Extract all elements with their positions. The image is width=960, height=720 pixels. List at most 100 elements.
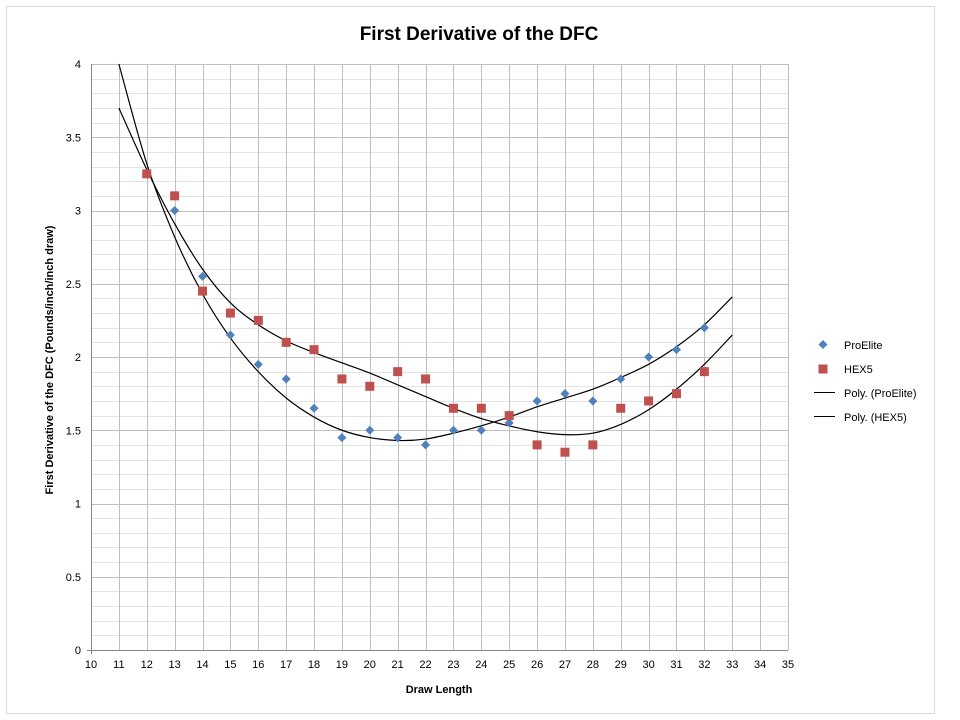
point-hex5: [337, 374, 347, 384]
legend: ProElite HEX5 Poly. (ProElite) Poly. (HE…: [814, 340, 917, 424]
legend-item-hex5: HEX5: [818, 364, 873, 376]
y-tick-label: 0.5: [66, 572, 81, 584]
y-tick-label: 4: [75, 59, 81, 71]
data-markers: [142, 169, 709, 457]
legend-marker-proelite: [818, 340, 828, 349]
x-tick-label: 15: [224, 659, 236, 671]
x-tick-label: 31: [670, 659, 682, 671]
point-hex5: [225, 308, 235, 318]
point-proelite: [225, 330, 235, 340]
x-axis-title: Draw Length: [406, 684, 473, 696]
point-proelite: [337, 433, 347, 443]
point-hex5: [365, 381, 375, 391]
x-tick-label: 23: [447, 659, 459, 671]
x-tick-label: 25: [503, 659, 515, 671]
y-tick-label: 2.5: [66, 279, 81, 291]
x-tick-label: 19: [336, 659, 348, 671]
legend-label-poly-proelite: Poly. (ProElite): [844, 388, 917, 400]
x-tick-label: 12: [141, 659, 153, 671]
point-hex5: [170, 191, 180, 201]
x-tick-label: 32: [698, 659, 710, 671]
trendlines: [118, 63, 733, 442]
point-hex5: [448, 403, 458, 413]
y-tick-label: 3.5: [66, 132, 81, 144]
x-tick-label: 24: [475, 659, 487, 671]
point-proelite: [476, 425, 486, 435]
point-proelite: [644, 352, 654, 362]
y-tick-label: 2: [75, 352, 81, 364]
x-tick-label: 28: [587, 659, 599, 671]
point-proelite: [198, 271, 208, 281]
legend-label-hex5: HEX5: [844, 364, 873, 376]
point-hex5: [644, 396, 654, 406]
x-tick-label: 29: [615, 659, 627, 671]
y-axis-tick-labels: 0 0.5 1 1.5 2 2.5 3 3.5 4: [66, 59, 81, 657]
x-tick-label: 22: [419, 659, 431, 671]
legend-marker-hex5: [818, 364, 828, 374]
x-tick-label: 18: [308, 659, 320, 671]
axes: [87, 64, 788, 654]
point-hex5: [421, 374, 431, 384]
chart-title: First Derivative of the DFC: [360, 24, 599, 45]
point-proelite: [309, 403, 319, 413]
x-tick-label: 13: [169, 659, 181, 671]
legend-label-poly-hex5: Poly. (HEX5): [844, 412, 907, 424]
point-proelite: [560, 389, 570, 399]
x-tick-label: 16: [252, 659, 264, 671]
y-tick-label: 1: [75, 499, 81, 511]
x-tick-label: 11: [113, 659, 124, 671]
point-hex5: [142, 169, 152, 179]
point-hex5: [532, 440, 542, 450]
point-proelite: [421, 440, 431, 450]
point-proelite: [699, 323, 709, 333]
x-tick-label: 35: [782, 659, 794, 671]
chart-svg: 10 11 12 13 14 15 16 17 18 19 20 21 22 23 24 25 26 27 28 29…: [44, 24, 917, 696]
x-axis-tick-labels: 10 11 12 13 14 15 16 17 18 19 20 21 22 23 24 25 26 27 28 29…: [85, 659, 794, 671]
point-proelite: [671, 345, 681, 355]
point-hex5: [309, 345, 319, 355]
minor-gridlines: [91, 79, 788, 636]
point-proelite: [448, 425, 458, 435]
point-hex5: [504, 411, 514, 421]
point-hex5: [560, 447, 570, 457]
point-proelite: [170, 206, 180, 215]
point-proelite: [365, 425, 375, 435]
point-hex5: [198, 286, 208, 296]
x-tick-label: 30: [642, 659, 654, 671]
y-tick-label: 1.5: [66, 425, 81, 437]
x-tick-label: 34: [754, 659, 766, 671]
trendline-hex5: [118, 107, 733, 436]
legend-item-proelite: ProElite: [818, 340, 883, 352]
point-proelite: [616, 374, 626, 384]
point-hex5: [393, 367, 403, 377]
point-proelite: [504, 418, 514, 428]
point-hex5: [671, 389, 681, 399]
point-hex5: [588, 440, 598, 450]
legend-label-proelite: ProElite: [844, 340, 883, 352]
point-proelite: [393, 433, 403, 443]
y-tick-label: 3: [75, 206, 81, 218]
point-hex5: [699, 367, 709, 377]
x-tick-label: 20: [364, 659, 376, 671]
chart-area: 10 11 12 13 14 15 16 17 18 19 20 21 22 23 24 25 26 27 28 29…: [6, 6, 935, 714]
x-tick-label: 27: [559, 659, 571, 671]
point-proelite: [253, 359, 263, 369]
x-tick-label: 17: [280, 659, 292, 671]
point-hex5: [281, 337, 291, 347]
y-tick-label: 0: [75, 645, 81, 657]
x-tick-label: 21: [392, 659, 404, 671]
trendline-proelite: [118, 63, 733, 442]
x-tick-label: 26: [531, 659, 543, 671]
legend-item-poly-proelite: Poly. (ProElite): [814, 388, 917, 400]
x-tick-label: 14: [196, 659, 208, 671]
legend-item-poly-hex5: Poly. (HEX5): [814, 412, 907, 424]
x-tick-label: 10: [85, 659, 97, 671]
point-hex5: [253, 315, 263, 325]
point-proelite: [281, 374, 291, 384]
x-tick-label: 33: [726, 659, 738, 671]
point-hex5: [476, 403, 486, 413]
point-proelite: [588, 396, 598, 406]
y-axis-title: First Derivative of the DFC (Pounds/inch…: [44, 225, 56, 494]
point-proelite: [532, 396, 542, 406]
point-hex5: [616, 403, 626, 413]
